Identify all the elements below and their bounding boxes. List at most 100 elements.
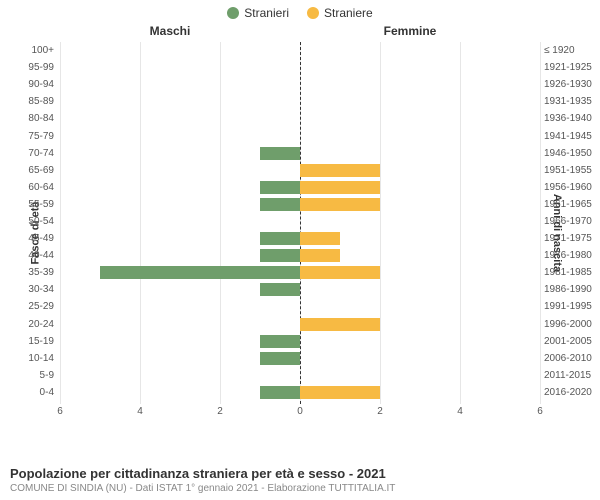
age-row: 15-192001-2005: [60, 333, 540, 350]
age-tick-label: 50-54: [14, 216, 54, 227]
age-tick-label: 10-14: [14, 353, 54, 364]
legend-swatch-male: [227, 7, 239, 19]
male-half: [60, 333, 300, 350]
female-half: [300, 196, 540, 213]
age-row: 25-291991-1995: [60, 298, 540, 315]
age-tick-label: 25-29: [14, 301, 54, 312]
legend-item-male: Stranieri: [227, 6, 289, 20]
x-tick-label: 0: [297, 406, 303, 417]
age-row: 40-441976-1980: [60, 247, 540, 264]
x-tick-label: 6: [537, 406, 543, 417]
female-half: [300, 145, 540, 162]
female-half: [300, 230, 540, 247]
age-tick-label: 45-49: [14, 233, 54, 244]
column-header-male: Maschi: [0, 24, 280, 38]
birth-year-label: 1976-1980: [544, 250, 596, 261]
male-half: [60, 93, 300, 110]
male-bar: [260, 181, 300, 194]
age-row: 0-42016-2020: [60, 384, 540, 401]
gridline: [540, 42, 541, 404]
female-half: [300, 213, 540, 230]
plot-area: 100+≤ 192095-991921-192590-941926-193085…: [60, 42, 540, 404]
age-tick-label: 35-39: [14, 267, 54, 278]
female-half: [300, 350, 540, 367]
birth-year-label: 2016-2020: [544, 387, 596, 398]
age-row: 65-691951-1955: [60, 162, 540, 179]
male-bar: [100, 266, 300, 279]
age-tick-label: 20-24: [14, 319, 54, 330]
chart-legend: Stranieri Straniere: [0, 0, 600, 20]
female-half: [300, 298, 540, 315]
female-half: [300, 264, 540, 281]
male-half: [60, 367, 300, 384]
age-tick-label: 90-94: [14, 79, 54, 90]
legend-item-female: Straniere: [307, 6, 373, 20]
age-tick-label: 95-99: [14, 62, 54, 73]
male-bar: [260, 232, 300, 245]
female-half: [300, 110, 540, 127]
male-half: [60, 76, 300, 93]
birth-year-label: 1991-1995: [544, 301, 596, 312]
female-bar: [300, 249, 340, 262]
chart-subtitle: COMUNE DI SINDIA (NU) - Dati ISTAT 1° ge…: [10, 483, 395, 494]
male-bar: [260, 386, 300, 399]
birth-year-label: ≤ 1920: [544, 45, 596, 56]
female-half: [300, 316, 540, 333]
age-tick-label: 60-64: [14, 182, 54, 193]
birth-year-label: 1951-1955: [544, 165, 596, 176]
female-half: [300, 127, 540, 144]
female-half: [300, 367, 540, 384]
birth-year-label: 1956-1960: [544, 182, 596, 193]
age-row: 45-491971-1975: [60, 230, 540, 247]
female-bar: [300, 181, 380, 194]
birth-year-label: 1926-1930: [544, 79, 596, 90]
age-row: 85-891931-1935: [60, 93, 540, 110]
male-half: [60, 247, 300, 264]
male-half: [60, 213, 300, 230]
x-tick-label: 4: [457, 406, 463, 417]
legend-label-male: Stranieri: [244, 6, 289, 20]
male-half: [60, 281, 300, 298]
age-tick-label: 40-44: [14, 250, 54, 261]
column-header-female: Femmine: [280, 24, 560, 38]
age-row: 60-641956-1960: [60, 179, 540, 196]
male-half: [60, 110, 300, 127]
male-half: [60, 59, 300, 76]
birth-year-label: 2011-2015: [544, 370, 596, 381]
male-half: [60, 264, 300, 281]
birth-year-label: 1941-1945: [544, 131, 596, 142]
male-bar: [260, 198, 300, 211]
age-tick-label: 70-74: [14, 148, 54, 159]
female-bar: [300, 386, 380, 399]
female-half: [300, 162, 540, 179]
age-tick-label: 85-89: [14, 96, 54, 107]
age-tick-label: 0-4: [14, 387, 54, 398]
female-half: [300, 281, 540, 298]
female-half: [300, 247, 540, 264]
male-bar: [260, 352, 300, 365]
birth-year-label: 2001-2005: [544, 336, 596, 347]
age-row: 90-941926-1930: [60, 76, 540, 93]
population-pyramid-chart: Fasce di età Anni di nascita 100+≤ 19209…: [0, 38, 600, 428]
male-half: [60, 298, 300, 315]
age-tick-label: 65-69: [14, 165, 54, 176]
x-axis: 6420246: [60, 406, 540, 424]
male-bar: [260, 249, 300, 262]
male-half: [60, 127, 300, 144]
female-bar: [300, 164, 380, 177]
age-row: 5-92011-2015: [60, 367, 540, 384]
age-tick-label: 15-19: [14, 336, 54, 347]
birth-year-label: 1986-1990: [544, 284, 596, 295]
female-half: [300, 93, 540, 110]
age-row: 10-142006-2010: [60, 350, 540, 367]
male-bar: [260, 147, 300, 160]
female-bar: [300, 198, 380, 211]
birth-year-label: 1981-1985: [544, 267, 596, 278]
male-half: [60, 162, 300, 179]
female-half: [300, 384, 540, 401]
age-row: 30-341986-1990: [60, 281, 540, 298]
age-row: 100+≤ 1920: [60, 42, 540, 59]
age-row: 75-791941-1945: [60, 127, 540, 144]
male-bar: [260, 283, 300, 296]
male-half: [60, 230, 300, 247]
